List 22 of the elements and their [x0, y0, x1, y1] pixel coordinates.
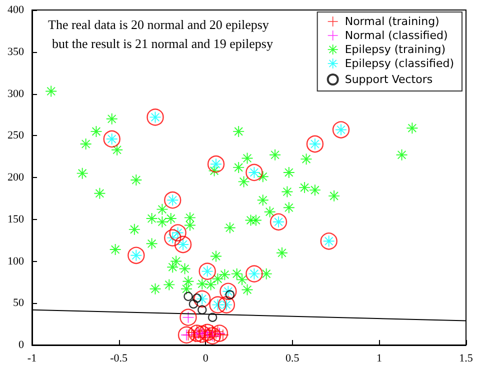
y-tick-label: 0	[18, 339, 24, 351]
annotation: The real data is 20 normal and 20 epilepsy	[48, 17, 270, 32]
annotation: but the result is 21 normal and 19 epilepsy	[52, 36, 274, 51]
legend-label: Support Vectors	[344, 73, 433, 86]
legend-label: Normal (training)	[344, 15, 440, 28]
y-tick-label: 100	[8, 255, 24, 268]
y-tick-label: 200	[8, 172, 24, 184]
y-tick-label: 400	[8, 4, 24, 16]
x-tick-label: 1.5	[459, 352, 474, 364]
legend-label: Epilepsy (training)	[344, 43, 446, 56]
y-tick-label: 250	[8, 130, 24, 142]
x-tick-label: -0.5	[110, 352, 128, 364]
y-tick-label: 50	[13, 297, 24, 310]
x-tick-label: 0.5	[286, 352, 300, 364]
y-tick-label: 300	[8, 88, 24, 100]
x-tick-label: -1	[27, 352, 37, 364]
y-tick-label: 350	[8, 46, 24, 58]
x-tick-label: 0	[202, 352, 209, 364]
legend-label: Normal (classified)	[344, 29, 448, 42]
x-tick-label: 1	[376, 352, 382, 364]
legend-label: Epilepsy (classified)	[344, 57, 454, 70]
y-tick-label: 150	[8, 213, 24, 226]
